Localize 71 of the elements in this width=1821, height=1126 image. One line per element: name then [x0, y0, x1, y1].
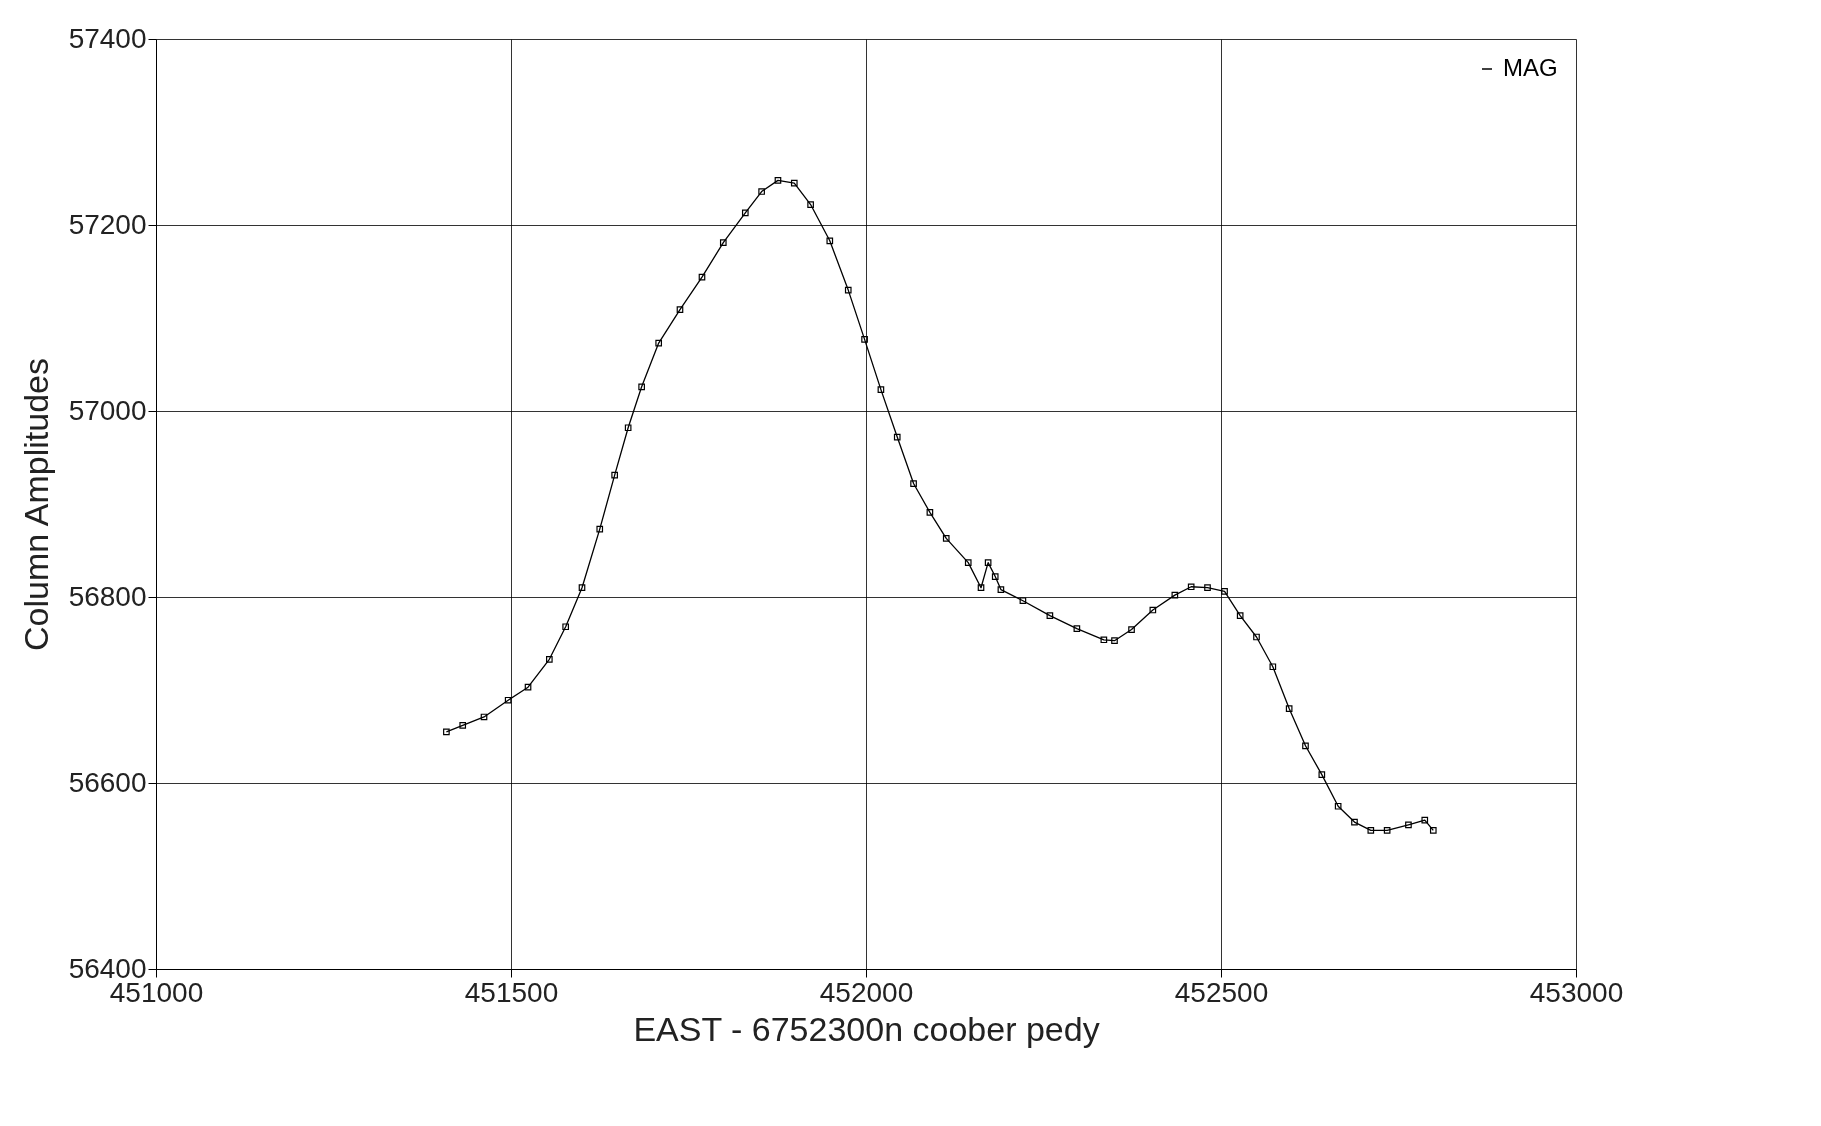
point	[826, 237, 834, 245]
y-tick-label: 56400	[68, 952, 147, 984]
point	[893, 433, 901, 441]
point	[1429, 827, 1437, 834]
x-tick-label: 453000	[1529, 976, 1624, 1008]
point	[1204, 584, 1211, 592]
point	[807, 201, 814, 208]
point	[562, 623, 570, 631]
point	[1019, 597, 1027, 605]
point	[1073, 625, 1081, 632]
point	[596, 525, 604, 533]
point	[698, 273, 706, 281]
point	[844, 286, 852, 294]
point	[758, 188, 765, 195]
point	[578, 584, 586, 592]
point	[1100, 636, 1108, 644]
y-tick-label: 56800	[68, 580, 147, 612]
y-tick-label: 57000	[68, 394, 147, 426]
point	[676, 306, 684, 313]
point	[1285, 705, 1293, 712]
point	[480, 713, 488, 721]
point	[1367, 827, 1375, 834]
y-tick-label: 56600	[68, 766, 147, 798]
point	[1149, 606, 1157, 614]
point	[774, 177, 782, 184]
point	[611, 471, 618, 479]
x-tick-label: 452500	[1174, 976, 1269, 1008]
point	[977, 584, 985, 592]
point	[1302, 742, 1309, 750]
x-tick-label: 452000	[819, 976, 914, 1008]
point	[1046, 612, 1054, 619]
point	[1187, 583, 1195, 591]
point	[655, 339, 663, 347]
point	[546, 655, 553, 663]
point	[964, 559, 972, 566]
x-tick-label: 451500	[464, 976, 559, 1008]
point	[790, 179, 798, 187]
point	[624, 424, 632, 432]
point	[910, 480, 917, 487]
point	[877, 386, 885, 393]
legend-label: MAG	[1503, 54, 1558, 81]
point	[459, 722, 467, 729]
point	[741, 209, 749, 217]
point	[984, 559, 992, 566]
point	[1334, 802, 1342, 810]
point	[1111, 637, 1118, 645]
point	[719, 239, 727, 247]
point	[1318, 771, 1326, 778]
point	[1236, 612, 1244, 619]
point	[1351, 818, 1358, 826]
point	[942, 535, 950, 542]
point	[861, 336, 868, 343]
point	[1421, 816, 1429, 824]
point	[1405, 821, 1412, 829]
point	[1128, 626, 1135, 633]
point	[1221, 588, 1228, 595]
point	[1383, 827, 1391, 834]
y-tick-label: 57200	[68, 208, 147, 240]
point	[504, 696, 512, 704]
point	[997, 586, 1005, 593]
point	[1253, 633, 1260, 641]
y-axis-title: Column Amplitudes	[16, 358, 55, 651]
point	[524, 683, 532, 691]
point	[991, 573, 999, 580]
y-tick-label: 57400	[68, 22, 147, 54]
point	[1171, 591, 1179, 599]
point	[638, 383, 645, 391]
point	[926, 509, 934, 516]
point	[1269, 663, 1277, 671]
point	[443, 728, 450, 736]
x-axis-title: EAST - 6752300n coober pedy	[633, 1009, 1100, 1048]
